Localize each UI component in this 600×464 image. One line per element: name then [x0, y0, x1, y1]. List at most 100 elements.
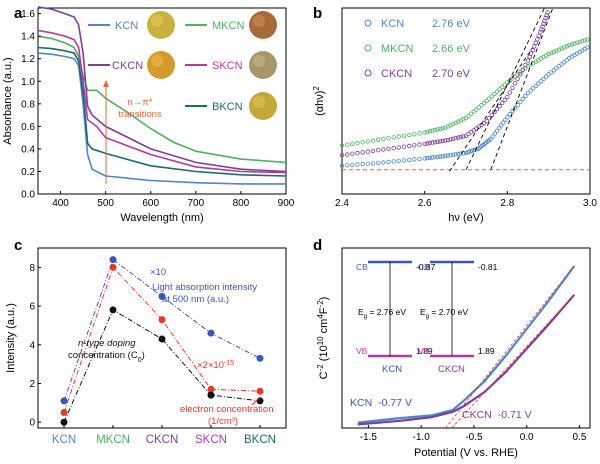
- tangent-line-1: [449, 48, 533, 172]
- point-kcn: [381, 160, 386, 165]
- label-x2e15: ×2×10-15: [197, 360, 234, 372]
- point-mkcn: [355, 140, 360, 146]
- point-ckcn: [494, 106, 500, 112]
- panel-a-x-ticklabel-0: 400: [52, 198, 69, 209]
- panel-d: -1.5 -1.0 -0.5 0.0 0.5 Potential (V vs. RHE)…: [316, 247, 591, 459]
- point-ckcn: [484, 118, 489, 124]
- point-kcn: [376, 160, 381, 166]
- point-mkcn: [412, 131, 417, 137]
- panel-a-x-ticklabel-5: 900: [278, 198, 295, 209]
- point-mkcn: [559, 46, 564, 51]
- point-ckcn: [450, 136, 456, 141]
- point-ckcn: [396, 145, 401, 150]
- point-mkcn: [456, 119, 461, 124]
- point-mkcn: [438, 126, 443, 132]
- point-kcn: [585, 45, 590, 50]
- point-kcn: [425, 155, 430, 161]
- panel-d-x-ticklabel-0: -1.5: [360, 432, 378, 443]
- point-kcn: [512, 105, 518, 111]
- svg-text:-0.87: -0.87: [416, 262, 436, 272]
- point-ckcn: [525, 58, 531, 63]
- point-ckcn: [401, 144, 407, 149]
- category-label-kcn: KCN: [52, 434, 76, 446]
- point-ckcn: [339, 152, 345, 158]
- point-kcn: [339, 163, 345, 168]
- point-kcn: [450, 152, 456, 157]
- svg-text:KCN: KCN: [381, 18, 404, 30]
- point-mkcn: [425, 129, 430, 135]
- point-ckcn: [407, 143, 412, 149]
- point-ckcn: [438, 139, 443, 144]
- label-light-1: Light absorption intensity: [152, 282, 257, 293]
- panel-label-d: d: [313, 237, 322, 254]
- point-2-mkcn: [109, 306, 117, 314]
- category-label-bkcn: BKCN: [244, 434, 276, 446]
- point-kcn: [440, 154, 445, 159]
- panel-a-x-ticklabel-3: 700: [187, 198, 204, 209]
- svg-text:CKCN: CKCN: [438, 364, 465, 375]
- point-mkcn: [580, 39, 585, 44]
- svg-text:Eg = 2.76 eV: Eg = 2.76 eV: [358, 307, 406, 320]
- point-mkcn: [376, 137, 381, 142]
- panel-d-x-ticklabel-3: 0.0: [520, 432, 534, 443]
- svg-text:2.66 eV: 2.66 eV: [432, 43, 471, 55]
- label-ntype-2: concentration (C0): [68, 350, 145, 364]
- point-ckcn: [458, 134, 463, 140]
- panel-a-y-ticklabel-1: 0.2: [21, 167, 35, 178]
- panel-b-x-ticklabel-3: 3.0: [583, 198, 597, 209]
- point-mkcn: [572, 41, 577, 46]
- point-kcn: [445, 153, 451, 158]
- elec-pointer: [251, 396, 261, 406]
- svg-text:1.89: 1.89: [416, 346, 433, 356]
- point-ckcn: [445, 137, 451, 143]
- label-elec-2: (1/cm³): [208, 416, 238, 427]
- label-elec-1: electron concentration: [180, 404, 273, 415]
- point-2-kcn: [60, 418, 68, 426]
- point-ckcn: [536, 33, 541, 38]
- point-mkcn: [476, 105, 482, 110]
- point-kcn: [401, 158, 407, 163]
- annotation-arrowhead: [103, 80, 109, 87]
- legend-ckcn: CKCN: [88, 51, 175, 79]
- point-0-mkcn: [109, 256, 117, 264]
- point-kcn: [525, 90, 531, 96]
- point-kcn: [533, 83, 538, 89]
- panel-d-ylabel: C-2 (1010 cm4F-2): [316, 297, 331, 380]
- point-mkcn: [582, 38, 587, 43]
- point-ckcn: [355, 150, 360, 156]
- point-mkcn: [487, 96, 492, 101]
- point-ckcn: [461, 134, 466, 139]
- point-ckcn: [386, 146, 391, 151]
- panel-b-ylabel: (αhν)2: [312, 86, 327, 116]
- point-mkcn: [474, 107, 479, 112]
- point-1-ckcn: [158, 316, 166, 324]
- point-mkcn: [453, 120, 458, 125]
- point-mkcn: [370, 138, 376, 143]
- point-1-bkcn: [256, 387, 264, 395]
- point-kcn: [492, 131, 498, 136]
- point-kcn: [453, 152, 458, 157]
- point-mkcn: [401, 133, 407, 138]
- panel-a-y-ticklabel-4: 0.8: [21, 99, 35, 110]
- point-mkcn: [494, 89, 500, 94]
- point-kcn: [518, 99, 523, 105]
- panel-c-y-ticklabel-2: 4: [29, 340, 35, 351]
- point-kcn: [505, 114, 510, 120]
- panel-a-frame: [37, 7, 287, 195]
- point-0-kcn: [60, 397, 68, 405]
- point-ckcn: [430, 140, 435, 145]
- point-ckcn: [527, 54, 532, 60]
- point-kcn: [430, 155, 435, 160]
- point-ckcn: [456, 135, 461, 140]
- svg-text:MKCN: MKCN: [381, 43, 413, 55]
- point-kcn: [350, 162, 355, 168]
- point-mkcn: [450, 121, 456, 127]
- point-kcn: [538, 79, 544, 84]
- svg-text:KCN: KCN: [115, 20, 138, 32]
- point-kcn: [448, 152, 453, 158]
- panel-label-c: c: [14, 237, 22, 254]
- tangent-line-2: [465, 7, 545, 170]
- panel-b: 2.4 2.6 2.8 3.0 hν (eV) (αhν)2 KCN 2.76 eV …: [312, 7, 597, 224]
- legend-mkcn: MKCN: [185, 11, 277, 39]
- point-mkcn: [577, 39, 582, 45]
